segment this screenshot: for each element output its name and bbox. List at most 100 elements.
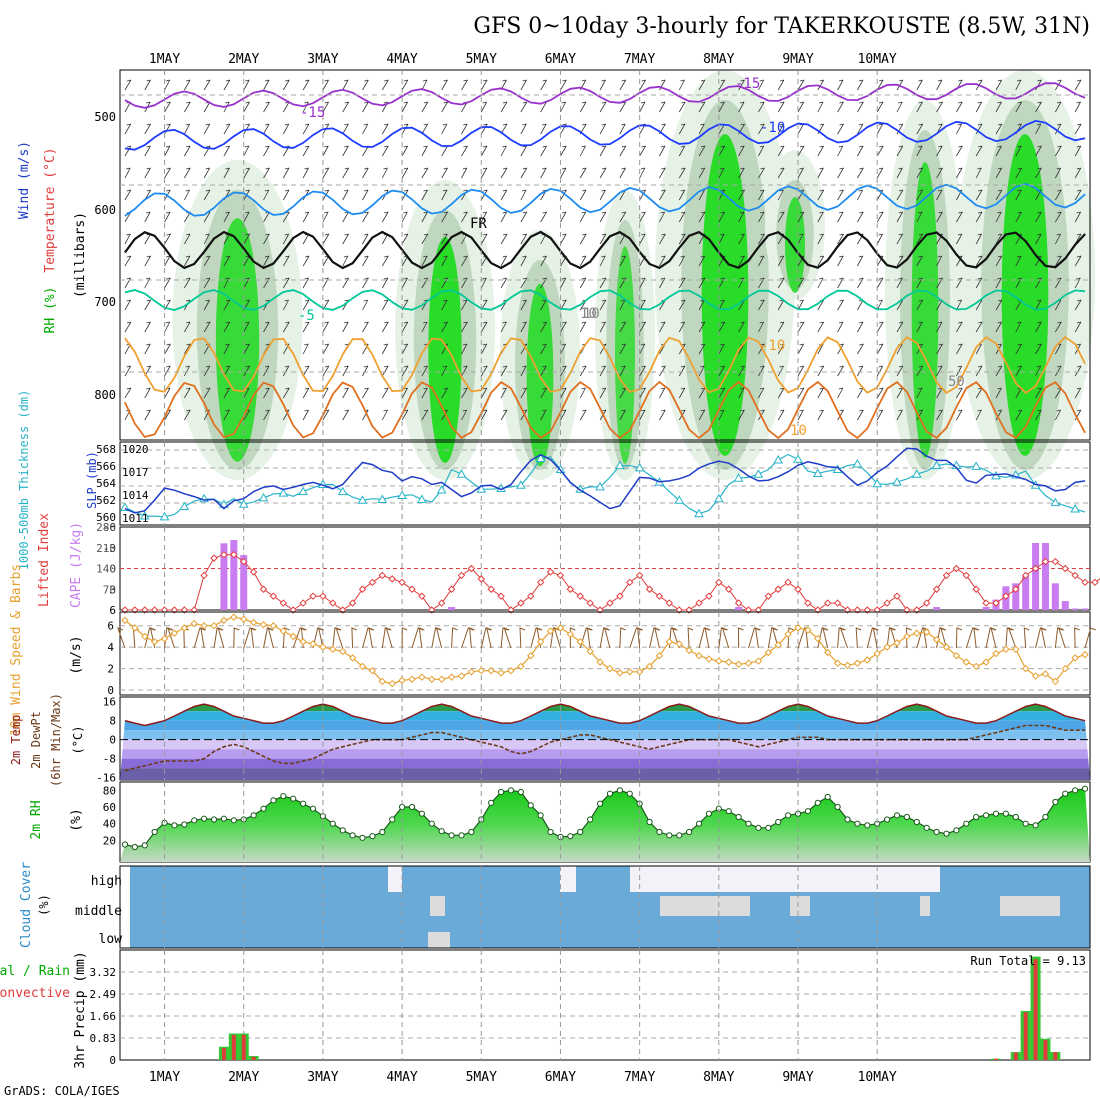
bottom-day-label: 6MAY bbox=[545, 1070, 576, 1085]
wind-barb bbox=[418, 627, 425, 649]
upper-wind-barb bbox=[639, 233, 646, 245]
rh-marker bbox=[359, 834, 366, 841]
upper-wind-barb bbox=[381, 321, 389, 333]
wind-speed-marker bbox=[497, 669, 505, 677]
upper-wind-barb bbox=[1074, 167, 1082, 179]
upper-wind-barb bbox=[421, 365, 429, 377]
rh-marker bbox=[883, 816, 891, 823]
upper-wind-barb bbox=[401, 233, 409, 245]
wind-unit-label: (m/s) bbox=[69, 635, 84, 674]
wind-barb bbox=[906, 627, 912, 649]
upper-wind-barb bbox=[342, 387, 349, 399]
cape-bar bbox=[220, 543, 228, 610]
wind-speed-marker bbox=[952, 652, 961, 660]
wind-barb bbox=[1058, 627, 1066, 649]
upper-wind-barb bbox=[599, 255, 606, 267]
upper-wind-barb bbox=[183, 409, 191, 421]
upper-wind-barb bbox=[243, 343, 250, 355]
wind-barb bbox=[855, 627, 862, 649]
upper-wind-barb bbox=[698, 365, 705, 377]
upper-wind-barb bbox=[480, 409, 488, 421]
rh-marker bbox=[458, 832, 465, 839]
upper-wind-barb bbox=[758, 145, 765, 157]
rh-marker bbox=[656, 828, 663, 836]
wind-barb bbox=[837, 627, 845, 649]
wind-speed-marker bbox=[180, 624, 189, 632]
wind-speed-marker bbox=[645, 662, 654, 671]
upper-wind-barb bbox=[421, 321, 428, 333]
upper-wind-barb bbox=[203, 167, 210, 179]
upper-wind-barb bbox=[876, 299, 883, 311]
lifted-index-marker bbox=[457, 571, 466, 580]
upper-wind-barb bbox=[203, 299, 210, 311]
upper-wind-barb bbox=[1074, 387, 1082, 399]
rh-marker bbox=[537, 812, 544, 819]
upper-wind-barb bbox=[263, 387, 270, 399]
upper-wind-barb bbox=[896, 255, 904, 267]
upper-wind-barb bbox=[560, 167, 567, 179]
upper-wind-barb bbox=[302, 387, 310, 399]
rh-marker bbox=[646, 818, 653, 826]
upper-wind-barb bbox=[777, 365, 784, 377]
rh-area bbox=[120, 788, 1090, 862]
upper-wind-barb bbox=[956, 299, 963, 311]
upper-wind-barb bbox=[579, 167, 587, 179]
wind-speed-marker bbox=[665, 638, 674, 646]
upper-wind-barb bbox=[520, 101, 528, 113]
upper-wind-barb bbox=[639, 101, 646, 113]
wind-speed-marker bbox=[299, 638, 307, 646]
upper-wind-barb bbox=[421, 255, 428, 267]
thickness-marker bbox=[456, 469, 467, 478]
cape-bar bbox=[230, 540, 238, 610]
rh-marker bbox=[1012, 813, 1019, 821]
temp-contour-15 bbox=[124, 380, 1086, 440]
wind-barb bbox=[839, 627, 848, 649]
thickness-marker bbox=[614, 460, 625, 470]
upper-wind-barb bbox=[263, 409, 270, 421]
upper-wind-barb bbox=[579, 145, 586, 157]
rh-shade-green bbox=[215, 218, 260, 462]
slp-axis-label: SLP (mb) bbox=[85, 451, 99, 509]
upper-wind-barb bbox=[401, 145, 409, 157]
rh-marker bbox=[181, 821, 188, 828]
upper-wind-barb bbox=[540, 321, 547, 333]
upper-wind-barb bbox=[263, 79, 270, 91]
thickness-marker bbox=[278, 488, 289, 497]
bottom-day-label: 10MAY bbox=[858, 1070, 897, 1085]
upper-wind-barb bbox=[164, 255, 171, 267]
lifted-index-marker bbox=[715, 578, 723, 587]
upper-wind-barb bbox=[995, 255, 1003, 267]
upper-wind-barb bbox=[1055, 365, 1062, 377]
upper-wind-barb bbox=[124, 145, 132, 157]
upper-wind-barb bbox=[797, 79, 805, 91]
temp-band bbox=[120, 720, 1090, 731]
lifted-index-marker bbox=[606, 599, 614, 607]
wind-speed-marker bbox=[982, 658, 990, 666]
upper-wind-barb bbox=[758, 101, 765, 113]
upper-wind-barb bbox=[817, 101, 824, 113]
slp-tick-label: 1020 bbox=[122, 443, 149, 456]
thickness-marker bbox=[298, 486, 308, 496]
upper-wind-barb bbox=[500, 189, 508, 201]
lifted-index-marker bbox=[774, 585, 782, 593]
upper-wind-barb bbox=[995, 123, 1003, 135]
upper-wind-barb bbox=[183, 277, 191, 289]
wind-barb bbox=[351, 627, 358, 649]
upper-wind-barb bbox=[183, 321, 191, 333]
upper-wind-barb bbox=[857, 211, 864, 223]
upper-wind-barb bbox=[223, 409, 230, 421]
rh-shade-green bbox=[1001, 134, 1049, 456]
upper-wind-barb bbox=[520, 365, 527, 377]
upper-wind-barb bbox=[837, 409, 844, 421]
upper-wind-barb bbox=[758, 255, 765, 267]
upper-wind-barb bbox=[896, 277, 903, 289]
upper-wind-barb bbox=[599, 189, 606, 201]
upper-wind-barb bbox=[223, 255, 231, 267]
upper-wind-barb bbox=[995, 365, 1003, 377]
upper-wind-barb bbox=[342, 233, 349, 245]
upper-wind-barb bbox=[322, 101, 329, 113]
upper-wind-barb bbox=[1015, 343, 1023, 355]
upper-wind-barb bbox=[837, 365, 844, 377]
precip-panel-frame bbox=[119, 949, 1091, 1061]
upper-wind-barb bbox=[579, 277, 587, 289]
